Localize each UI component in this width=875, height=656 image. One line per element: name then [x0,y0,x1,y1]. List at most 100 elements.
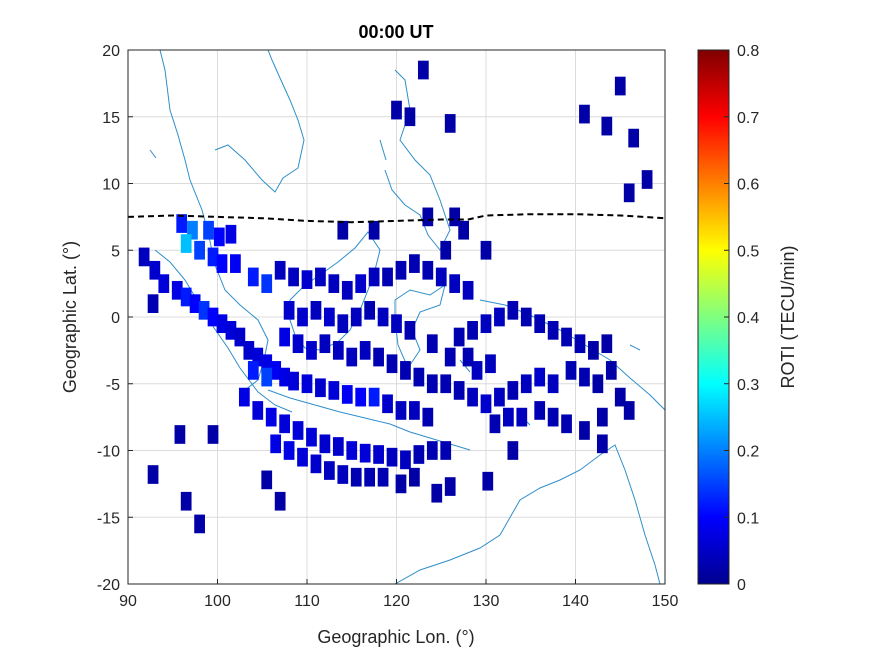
roti-cell [147,294,159,313]
roti-cell [485,354,496,374]
roti-cell [426,334,438,354]
roti-cell [252,347,264,367]
roti-cell [377,467,389,487]
roti-cell [547,374,559,394]
colorbar-tick-label: 0.7 [737,110,759,127]
roti-cell [346,347,358,367]
roti-cell [382,267,393,287]
roti-cell [534,401,546,420]
roti-cell [516,407,528,427]
roti-cell [435,267,447,287]
roti-cell [395,474,407,494]
roti-cell [180,287,192,307]
roti-cell [279,414,290,434]
roti-cell [623,183,635,203]
y-ticks: 20 15 10 5 0 -5 -10 -15 -20 [97,43,133,594]
y-tick-label: -5 [106,377,120,394]
colorbar-tick-label: 0.8 [737,43,759,60]
roti-cell [444,114,456,133]
roti-cell [147,465,159,484]
roti-cell [467,387,478,407]
roti-cell [409,401,420,420]
y-tick-label: 20 [102,43,120,60]
y-tick-label: 10 [102,177,120,194]
roti-cell [279,327,290,347]
roti-cell [462,347,474,367]
roti-cell [234,327,246,347]
y-tick-label: 5 [111,243,120,260]
roti-cell [373,445,384,464]
colorbar-tick-label: 0.1 [737,510,759,527]
roti-cell [534,314,546,334]
roti-cell [324,307,335,327]
roti-cell [189,294,201,313]
roti-cell [480,314,492,334]
roti-cell [230,254,241,273]
y-tick-label: -15 [97,510,120,527]
roti-cell [368,387,380,407]
roti-cell [180,491,192,511]
roti-cell [315,378,326,398]
roti-cell [561,414,572,434]
colorbar [697,49,730,585]
roti-cell [579,421,590,440]
roti-cell [391,100,402,120]
roti-cell [283,441,295,460]
roti-cell [641,170,653,189]
colorbar-tick-label: 0.4 [737,310,759,327]
x-axis-label: Geographic Lon. (°) [317,627,474,647]
roti-cell [614,387,626,407]
roti-cell [489,414,501,434]
roti-cell [247,267,259,287]
roti-cell [315,267,326,287]
roti-cell [368,267,380,287]
roti-cell [426,374,438,394]
x-tick-label: 110 [294,593,320,610]
roti-cell [310,300,322,320]
roti-cell [337,220,349,240]
roti-cell [449,207,461,227]
roti-cell [462,280,474,300]
roti-cell [422,260,434,280]
roti-cell [444,477,456,496]
roti-cell [310,454,322,474]
roti-cell [238,387,250,407]
roti-cell [404,321,416,340]
coastline-gulf-thailand [214,50,305,193]
roti-cell [306,341,317,360]
roti-cell [413,367,425,387]
roti-cell [341,280,353,300]
roti-cell [494,307,505,327]
roti-cell [355,274,367,293]
roti-cell [574,334,586,354]
roti-cell [444,347,456,367]
roti-cell [377,307,389,327]
roti-cell [471,361,483,380]
roti-cell [138,247,150,267]
roti-cell [440,240,452,260]
x-tick-label: 120 [383,593,410,610]
roti-cell [283,300,295,320]
colorbar-tick-label: 0.5 [737,243,759,260]
roti-cell [297,447,308,467]
roti-cell [301,270,313,289]
roti-cell [422,407,434,427]
x-tick-label: 130 [473,593,500,610]
x-ticks: 90 100 110 120 130 140 150 [119,579,678,610]
roti-cell [453,327,465,347]
colorbar-tick-label: 0.6 [737,177,759,194]
roti-cell [386,354,398,374]
roti-cell [207,307,219,327]
roti-cell [364,300,376,320]
roti-cell [426,441,438,460]
roti-cell [386,447,398,467]
roti-cell [449,274,461,293]
roti-cell [261,354,273,374]
roti-cell [628,128,640,148]
roti-cell [467,321,478,340]
y-tick-label: -20 [97,577,120,594]
roti-cell [596,434,608,454]
roti-cell [203,220,214,240]
roti-cell [561,327,572,347]
roti-cell [417,60,429,80]
